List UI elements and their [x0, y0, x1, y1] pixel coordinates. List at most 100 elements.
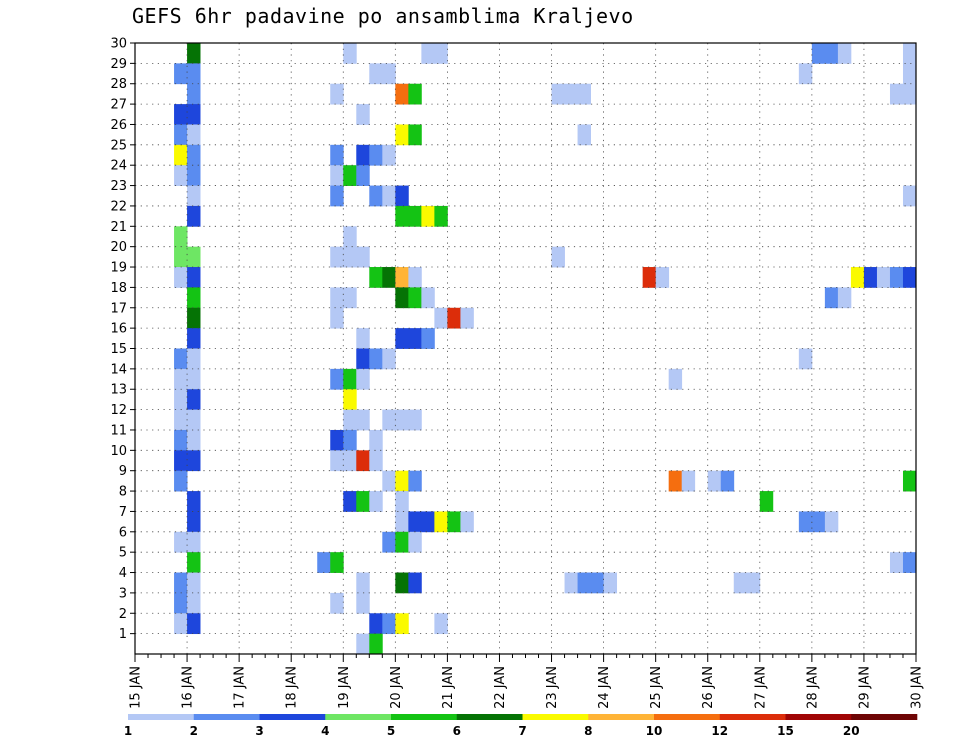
heatmap-cell	[187, 63, 201, 85]
heatmap-cell	[408, 572, 422, 594]
heatmap-cell	[356, 368, 370, 390]
heatmap-cell	[174, 531, 188, 553]
y-tick-label: 4	[119, 566, 127, 581]
y-tick-label: 9	[119, 464, 127, 479]
heatmap-cell	[421, 287, 435, 309]
heatmap-cell	[174, 267, 188, 288]
legend-label: 3	[255, 724, 263, 738]
heatmap-cell	[551, 83, 565, 105]
heatmap-cell	[902, 83, 917, 105]
heatmap-cell	[408, 124, 422, 146]
grid-layer	[135, 43, 916, 654]
heatmap-cell	[408, 328, 422, 349]
heatmap-cell	[434, 511, 448, 533]
y-tick-label: 23	[110, 179, 127, 194]
heatmap-cell	[811, 43, 826, 64]
heatmap-cell	[187, 205, 201, 227]
y-tick-label: 8	[119, 485, 127, 500]
heatmap-cell	[369, 429, 383, 451]
heatmap-cell	[577, 124, 591, 146]
y-tick-label: 17	[110, 301, 127, 316]
heatmap-cell	[382, 348, 396, 370]
x-tick-label: 29 JAN	[857, 666, 872, 709]
legend-label: 7	[518, 724, 526, 738]
heatmap-cell	[408, 287, 422, 309]
heatmap-cell	[187, 552, 201, 573]
x-tick-label: 24 JAN	[597, 666, 612, 709]
heatmap-cell	[902, 185, 917, 207]
heatmap-cell	[369, 613, 383, 635]
heatmap-cell	[395, 124, 409, 146]
heatmap-cell	[187, 185, 201, 207]
heatmap-cell	[382, 267, 396, 288]
chart-title: GEFS 6hr padavine po ansamblima Kraljevo	[132, 4, 634, 28]
heatmap-cell	[395, 328, 409, 349]
x-tick-label: 19 JAN	[337, 666, 352, 709]
heatmap-cell	[330, 185, 344, 207]
x-tick-label: 23 JAN	[545, 666, 560, 709]
heatmap-cell	[187, 246, 201, 268]
heatmap-cell	[382, 470, 396, 492]
heatmap-cell	[187, 144, 201, 166]
heatmap-cell	[330, 429, 344, 451]
heatmap-cell	[187, 491, 201, 512]
heatmap-cell	[343, 368, 357, 390]
legend-swatch	[259, 714, 326, 720]
heatmap-cell	[174, 470, 188, 492]
heatmap-cell	[330, 165, 344, 186]
heatmap-cell	[187, 267, 201, 288]
heatmap-cell	[343, 43, 357, 64]
heatmap-cell	[564, 83, 578, 105]
heatmap-cell	[408, 470, 422, 492]
heatmap-cell	[434, 307, 448, 329]
heatmap-cell	[408, 205, 422, 227]
heatmap-cell	[577, 83, 591, 105]
legend-swatch	[193, 714, 260, 720]
heatmap-cell	[863, 267, 878, 288]
legend-label: 8	[584, 724, 592, 738]
heatmap-cell	[343, 287, 357, 309]
heatmap-cell	[395, 83, 409, 105]
heatmap-cell	[421, 43, 435, 64]
heatmap-cell	[577, 572, 591, 594]
heatmap-cell	[369, 491, 383, 512]
heatmap-cell	[330, 287, 344, 309]
heatmap-cell	[343, 165, 357, 186]
y-tick-label: 14	[110, 362, 127, 377]
heatmap-cell	[850, 267, 865, 288]
heatmap-cell	[187, 409, 201, 431]
y-tick-label: 26	[110, 118, 127, 133]
heatmap-cell	[187, 572, 201, 594]
heatmap-cell	[655, 267, 670, 288]
heatmap-cell	[187, 592, 201, 614]
y-tick-label: 12	[110, 403, 127, 418]
heatmap-cell	[174, 368, 188, 390]
heatmap-cell	[343, 246, 357, 268]
heatmap-cell	[187, 348, 201, 370]
heatmap-cell	[369, 144, 383, 166]
heatmap-cell	[174, 124, 188, 146]
heatmap-cell	[421, 328, 435, 349]
y-tick-label: 15	[110, 342, 127, 357]
heatmap-cell	[733, 572, 748, 594]
heatmap-cell	[434, 43, 448, 64]
heatmap-cell	[395, 287, 409, 309]
legend-swatch	[588, 714, 655, 720]
heatmap-cell	[356, 572, 370, 594]
legend-label: 12	[711, 724, 728, 738]
heatmap-cell	[824, 287, 839, 309]
y-tick-label: 25	[110, 138, 127, 153]
heatmap-cell	[447, 511, 461, 533]
heatmap-cell	[382, 63, 396, 85]
heatmap-cell	[174, 592, 188, 614]
heatmap-cell	[369, 348, 383, 370]
heatmap-cell	[343, 429, 357, 451]
heatmap-cell	[395, 205, 409, 227]
heatmap-cell	[369, 267, 383, 288]
heatmap-cell	[642, 267, 657, 288]
x-tick-label: 22 JAN	[493, 666, 508, 709]
heatmap-cell	[187, 389, 201, 410]
legend-swatch	[851, 714, 918, 720]
x-tick-label: 28 JAN	[805, 666, 820, 709]
x-tick-label: 27 JAN	[753, 666, 768, 709]
